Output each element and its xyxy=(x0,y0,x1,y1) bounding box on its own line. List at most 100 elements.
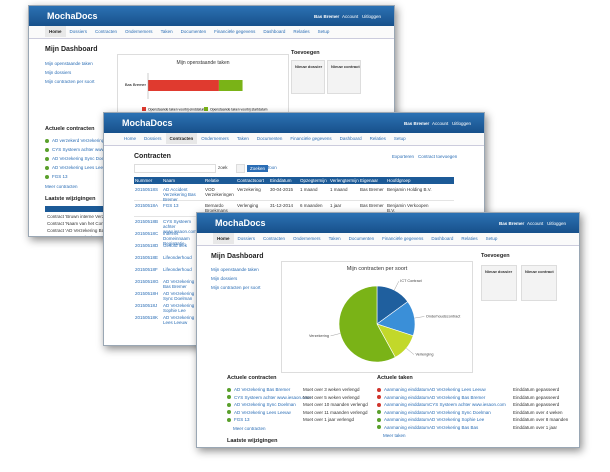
contract-link[interactable]: AD Verzekering Bas Bremer xyxy=(234,387,291,392)
nav-tab[interactable]: Contracten xyxy=(263,236,286,241)
more-link[interactable]: Meer contracten xyxy=(233,426,266,431)
task-cell[interactable]: Aanmaning einddatum xyxy=(384,387,430,392)
task-cell[interactable]: Aanmaning einddatum xyxy=(384,409,430,415)
table-cell[interactable]: AD Verzekering Bas Bremer xyxy=(163,279,195,289)
nav-tab[interactable]: Contracten xyxy=(95,29,118,34)
table-cell[interactable]: 20150518E xyxy=(135,255,159,260)
add-button[interactable]: Nieuw dossier xyxy=(291,60,325,94)
nav-tab[interactable]: Taken xyxy=(236,136,249,141)
nav-tab[interactable]: Dashboard xyxy=(339,136,362,141)
column-header[interactable]: Nummer xyxy=(135,178,153,183)
contract-link[interactable]: CYS Systeem achter www.iesa xyxy=(52,147,115,152)
nav-tab[interactable]: Financiële gegevens xyxy=(382,236,424,241)
add-button[interactable]: Nieuw contract xyxy=(521,265,557,301)
column-header[interactable]: Hoofdgroep xyxy=(387,178,411,183)
task-cell[interactable]: AD Verzekering Bas Bas xyxy=(429,424,479,430)
task-cell[interactable]: AD Verzekering Bas Bremer xyxy=(429,394,486,400)
header-link[interactable]: Account xyxy=(432,121,449,126)
nav-tab[interactable]: Setup xyxy=(393,136,406,141)
nav-tab[interactable]: Taken xyxy=(328,236,341,241)
nav-tab[interactable]: Relaties xyxy=(293,29,310,34)
table-cell[interactable]: 20150518G xyxy=(135,279,159,284)
nav-tab[interactable]: Dossiers xyxy=(69,29,88,34)
table-cell[interactable]: 20150518H xyxy=(135,291,159,296)
table-cell[interactable]: 20150518K xyxy=(135,315,159,320)
header-link[interactable]: Uitloggen xyxy=(547,221,567,226)
sidebar-link[interactable]: Mijn contracten per soort xyxy=(45,79,95,84)
column-header[interactable]: Naam xyxy=(163,178,176,183)
nav-tab[interactable]: Financiële gegevens xyxy=(290,136,332,141)
table-cell[interactable]: AD Verzekering Lees Leeuw xyxy=(163,315,195,325)
table-cell[interactable]: 20150518D xyxy=(135,243,159,248)
more-link[interactable]: Meer contracten xyxy=(45,184,78,189)
table-cell[interactable]: 20150518A xyxy=(135,203,159,208)
nav-tab[interactable]: Dossiers xyxy=(237,236,256,241)
header-link[interactable]: Uitloggen xyxy=(452,121,472,126)
table-cell[interactable]: Internet Domeinnaam Registratie xyxy=(163,231,190,246)
nav-tab[interactable]: Dossiers xyxy=(144,136,162,141)
nav-tab[interactable]: Documenten xyxy=(180,29,207,34)
table-cell[interactable]: AD Verzekering Sync Doelman xyxy=(163,291,195,301)
add-button[interactable]: Nieuw dossier xyxy=(481,265,517,301)
header-link[interactable]: Account xyxy=(342,14,359,19)
contract-link[interactable]: FGS 13 xyxy=(52,174,68,179)
nav-tab[interactable]: Dashboard xyxy=(431,236,454,241)
nav-tab[interactable]: Setup xyxy=(485,236,498,241)
task-cell[interactable]: Aanmaning einddatum xyxy=(384,417,430,422)
nav-tab[interactable]: Taken xyxy=(160,29,173,34)
task-cell[interactable]: AD Verzekering Lees Leeuw xyxy=(429,387,486,392)
nav-tab[interactable]: Ondernemers xyxy=(125,29,153,34)
nav-tab[interactable]: Relaties xyxy=(369,136,386,141)
nav-tab[interactable]: Ondernemers xyxy=(201,136,229,141)
nav-tab[interactable]: Relaties xyxy=(461,236,478,241)
task-cell[interactable]: CYS Systeem achter www.iesaon.com xyxy=(429,402,506,407)
header-link[interactable]: Uitloggen xyxy=(362,14,382,19)
task-cell[interactable]: AD Verzekering Sync Doelman xyxy=(429,409,491,415)
column-header[interactable]: Einddatum xyxy=(270,178,292,183)
table-cell[interactable]: FGS 13 xyxy=(163,203,179,208)
table-cell[interactable]: 20150518J xyxy=(135,303,158,308)
nav-tab[interactable]: Financiële gegevens xyxy=(214,29,256,34)
contract-link[interactable]: AD verzekerd Verzekering Bas Bre xyxy=(52,138,122,143)
table-cell[interactable]: 20150518S xyxy=(135,187,159,192)
table-cell[interactable]: 20150518F xyxy=(135,267,158,272)
contract-link[interactable]: FGS 13 xyxy=(234,417,250,422)
sidebar-link[interactable]: Mijn contracten per soort xyxy=(211,285,261,290)
sidebar-link[interactable]: Mijn dossiers xyxy=(211,276,238,281)
nav-tab[interactable]: Home xyxy=(124,136,137,141)
contract-link[interactable]: CYS Systeem achter www.iesaon.com xyxy=(234,394,311,400)
task-cell[interactable]: Aanmaning einddatum xyxy=(384,402,430,407)
sidebar-link[interactable]: Mijn openstaande taken xyxy=(45,61,93,66)
column-header[interactable]: Opzegtermijn xyxy=(300,178,327,183)
nav-tab[interactable]: Ondernemers xyxy=(293,236,321,241)
nav-tab[interactable]: Documenten xyxy=(256,136,283,141)
table-cell[interactable]: CYS Systeem achter www.iesaon.com xyxy=(163,219,197,234)
table-cell[interactable]: 20150518C xyxy=(135,231,159,236)
task-cell[interactable]: Aanmaning einddatum xyxy=(384,424,430,430)
sidebar-link[interactable]: Mijn openstaande taken xyxy=(211,267,259,272)
contract-link[interactable]: AD Verzekering Sync Doelman xyxy=(52,156,114,161)
sidebar-link[interactable]: Mijn dossiers xyxy=(45,70,72,75)
table-cell[interactable]: 20150518B xyxy=(135,219,159,224)
table-cell[interactable]: Gesofd leek xyxy=(163,243,188,248)
nav-tab[interactable]: Dashboard xyxy=(263,29,286,34)
header-link[interactable]: Account xyxy=(527,221,544,226)
toolbar-link[interactable]: Exporteren xyxy=(392,154,415,159)
contract-link[interactable]: AD Verzekering Sync Doelman xyxy=(234,402,296,407)
contract-link[interactable]: AD Verzekering Lees Leeuw xyxy=(234,409,291,415)
column-header[interactable]: Contractsoort xyxy=(237,178,265,183)
add-button[interactable]: Nieuw contract xyxy=(327,60,361,94)
clear-button[interactable] xyxy=(236,164,245,173)
nav-tab[interactable]: Setup xyxy=(317,29,330,34)
search-input[interactable] xyxy=(134,164,216,173)
column-header[interactable]: Verlengtermijn xyxy=(330,178,359,183)
table-cell[interactable]: Lifeonderhoud xyxy=(163,267,192,272)
table-cell[interactable]: AD Verzekering Sophie Lee xyxy=(163,303,195,313)
button[interactable]: Zoeken xyxy=(247,165,269,172)
column-header[interactable]: Eigenaar xyxy=(360,178,379,183)
contract-link[interactable]: AD Verzekering Lees Leeuw xyxy=(52,165,109,170)
nav-tab[interactable]: Contracten xyxy=(165,133,198,144)
toolbar-link[interactable]: Contract toevoegen xyxy=(418,154,458,159)
task-cell[interactable]: Aanmaning einddatum xyxy=(384,394,430,400)
nav-tab[interactable]: Documenten xyxy=(348,236,375,241)
